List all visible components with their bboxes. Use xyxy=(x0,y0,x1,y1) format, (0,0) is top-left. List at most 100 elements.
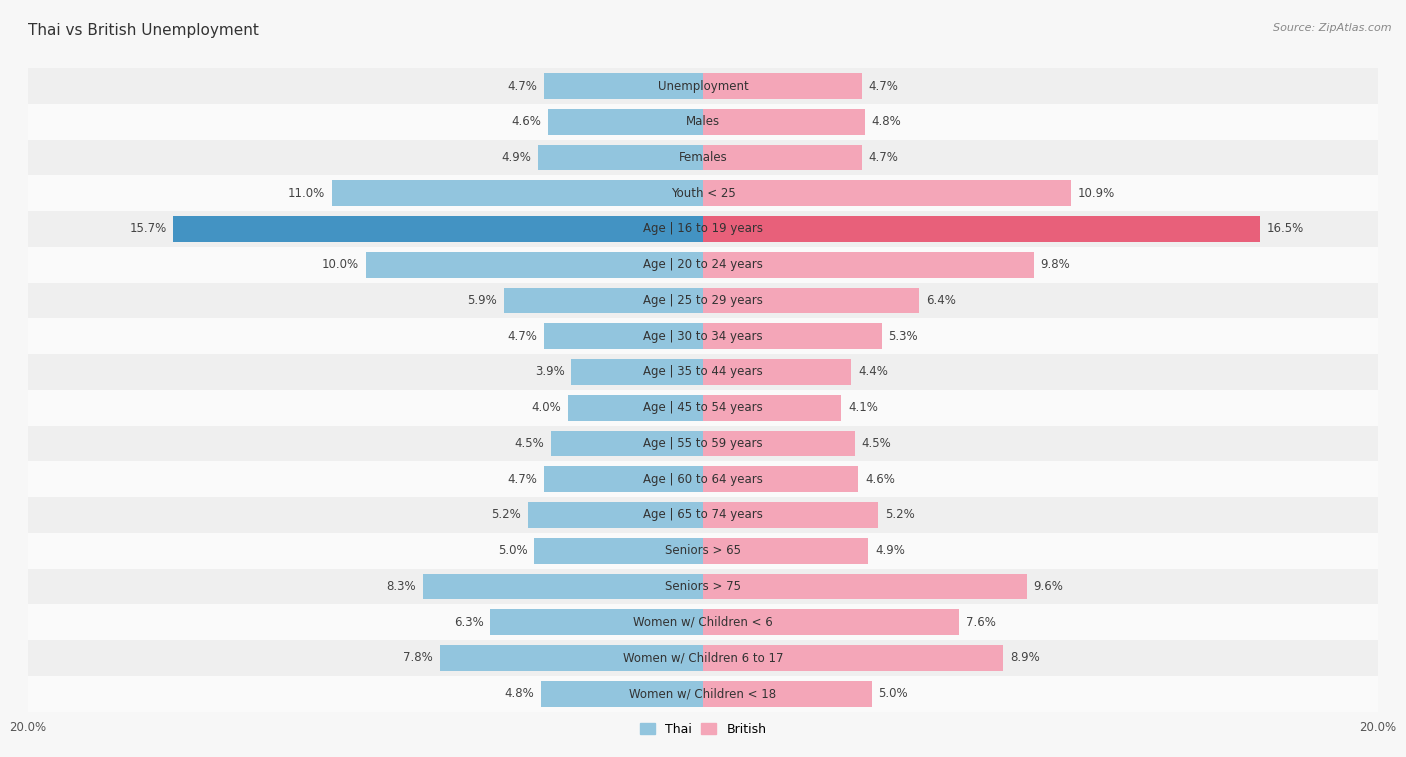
Text: 6.3%: 6.3% xyxy=(454,615,484,629)
Bar xyxy=(28,390,1378,425)
Text: 5.2%: 5.2% xyxy=(491,509,520,522)
Text: 5.0%: 5.0% xyxy=(879,687,908,700)
Bar xyxy=(537,145,703,170)
Bar xyxy=(703,574,1026,600)
Bar xyxy=(503,288,703,313)
Text: Unemployment: Unemployment xyxy=(658,79,748,92)
Bar xyxy=(28,533,1378,569)
Bar xyxy=(544,323,703,349)
Bar xyxy=(28,354,1378,390)
Bar xyxy=(28,176,1378,211)
Text: Age | 55 to 59 years: Age | 55 to 59 years xyxy=(643,437,763,450)
Text: Youth < 25: Youth < 25 xyxy=(671,187,735,200)
Bar xyxy=(28,604,1378,640)
Text: 16.5%: 16.5% xyxy=(1267,223,1303,235)
Text: 9.6%: 9.6% xyxy=(1033,580,1063,593)
Bar xyxy=(703,359,852,385)
Bar xyxy=(28,104,1378,139)
Text: Females: Females xyxy=(679,151,727,164)
Bar xyxy=(571,359,703,385)
Bar xyxy=(703,431,855,456)
Bar xyxy=(366,252,703,278)
Bar xyxy=(28,640,1378,676)
Bar xyxy=(527,502,703,528)
Bar xyxy=(703,466,858,492)
Text: 4.1%: 4.1% xyxy=(848,401,877,414)
Bar xyxy=(28,497,1378,533)
Bar xyxy=(28,676,1378,712)
Bar xyxy=(28,139,1378,176)
Text: Seniors > 75: Seniors > 75 xyxy=(665,580,741,593)
Text: 5.3%: 5.3% xyxy=(889,330,918,343)
Text: 4.9%: 4.9% xyxy=(501,151,531,164)
Bar xyxy=(28,461,1378,497)
Bar xyxy=(28,425,1378,461)
Bar xyxy=(440,645,703,671)
Bar xyxy=(568,395,703,421)
Text: 4.8%: 4.8% xyxy=(505,687,534,700)
Text: 4.7%: 4.7% xyxy=(508,79,537,92)
Text: Age | 16 to 19 years: Age | 16 to 19 years xyxy=(643,223,763,235)
Bar xyxy=(173,217,703,242)
Text: 15.7%: 15.7% xyxy=(129,223,166,235)
Bar xyxy=(703,502,879,528)
Text: 9.8%: 9.8% xyxy=(1040,258,1070,271)
Text: 4.5%: 4.5% xyxy=(515,437,544,450)
Text: 4.4%: 4.4% xyxy=(858,366,889,378)
Text: Males: Males xyxy=(686,115,720,128)
Text: Age | 30 to 34 years: Age | 30 to 34 years xyxy=(643,330,763,343)
Text: Age | 65 to 74 years: Age | 65 to 74 years xyxy=(643,509,763,522)
Text: 10.0%: 10.0% xyxy=(322,258,359,271)
Text: Women w/ Children < 6: Women w/ Children < 6 xyxy=(633,615,773,629)
Bar xyxy=(703,538,869,563)
Bar xyxy=(703,217,1260,242)
Bar xyxy=(544,466,703,492)
Bar xyxy=(703,109,865,135)
Text: 3.9%: 3.9% xyxy=(534,366,565,378)
Text: 4.5%: 4.5% xyxy=(862,437,891,450)
Text: 4.6%: 4.6% xyxy=(865,472,894,486)
Text: 6.4%: 6.4% xyxy=(925,294,956,307)
Text: 11.0%: 11.0% xyxy=(288,187,325,200)
Text: Age | 35 to 44 years: Age | 35 to 44 years xyxy=(643,366,763,378)
Text: 4.6%: 4.6% xyxy=(512,115,541,128)
Bar xyxy=(703,288,920,313)
Text: 4.7%: 4.7% xyxy=(508,472,537,486)
Bar xyxy=(534,538,703,563)
Bar xyxy=(703,681,872,706)
Text: Age | 25 to 29 years: Age | 25 to 29 years xyxy=(643,294,763,307)
Bar xyxy=(544,73,703,99)
Bar xyxy=(28,319,1378,354)
Text: 10.9%: 10.9% xyxy=(1077,187,1115,200)
Text: 4.7%: 4.7% xyxy=(508,330,537,343)
Bar xyxy=(703,73,862,99)
Bar xyxy=(28,68,1378,104)
Text: 8.3%: 8.3% xyxy=(387,580,416,593)
Bar xyxy=(703,323,882,349)
Text: 4.7%: 4.7% xyxy=(869,79,898,92)
Text: 8.9%: 8.9% xyxy=(1010,652,1040,665)
Bar xyxy=(423,574,703,600)
Bar xyxy=(703,180,1071,206)
Text: Thai vs British Unemployment: Thai vs British Unemployment xyxy=(28,23,259,38)
Text: 4.0%: 4.0% xyxy=(531,401,561,414)
Text: 4.9%: 4.9% xyxy=(875,544,905,557)
Bar xyxy=(551,431,703,456)
Bar xyxy=(703,252,1033,278)
Bar xyxy=(703,395,841,421)
Text: 5.9%: 5.9% xyxy=(467,294,498,307)
Bar xyxy=(491,609,703,635)
Bar xyxy=(541,681,703,706)
Legend: Thai, British: Thai, British xyxy=(634,718,772,740)
Text: Seniors > 65: Seniors > 65 xyxy=(665,544,741,557)
Bar xyxy=(28,211,1378,247)
Text: 4.7%: 4.7% xyxy=(869,151,898,164)
Text: Women w/ Children 6 to 17: Women w/ Children 6 to 17 xyxy=(623,652,783,665)
Bar xyxy=(28,569,1378,604)
Bar xyxy=(548,109,703,135)
Text: Age | 60 to 64 years: Age | 60 to 64 years xyxy=(643,472,763,486)
Bar xyxy=(703,645,1004,671)
Text: Age | 45 to 54 years: Age | 45 to 54 years xyxy=(643,401,763,414)
Bar xyxy=(703,145,862,170)
Bar xyxy=(332,180,703,206)
